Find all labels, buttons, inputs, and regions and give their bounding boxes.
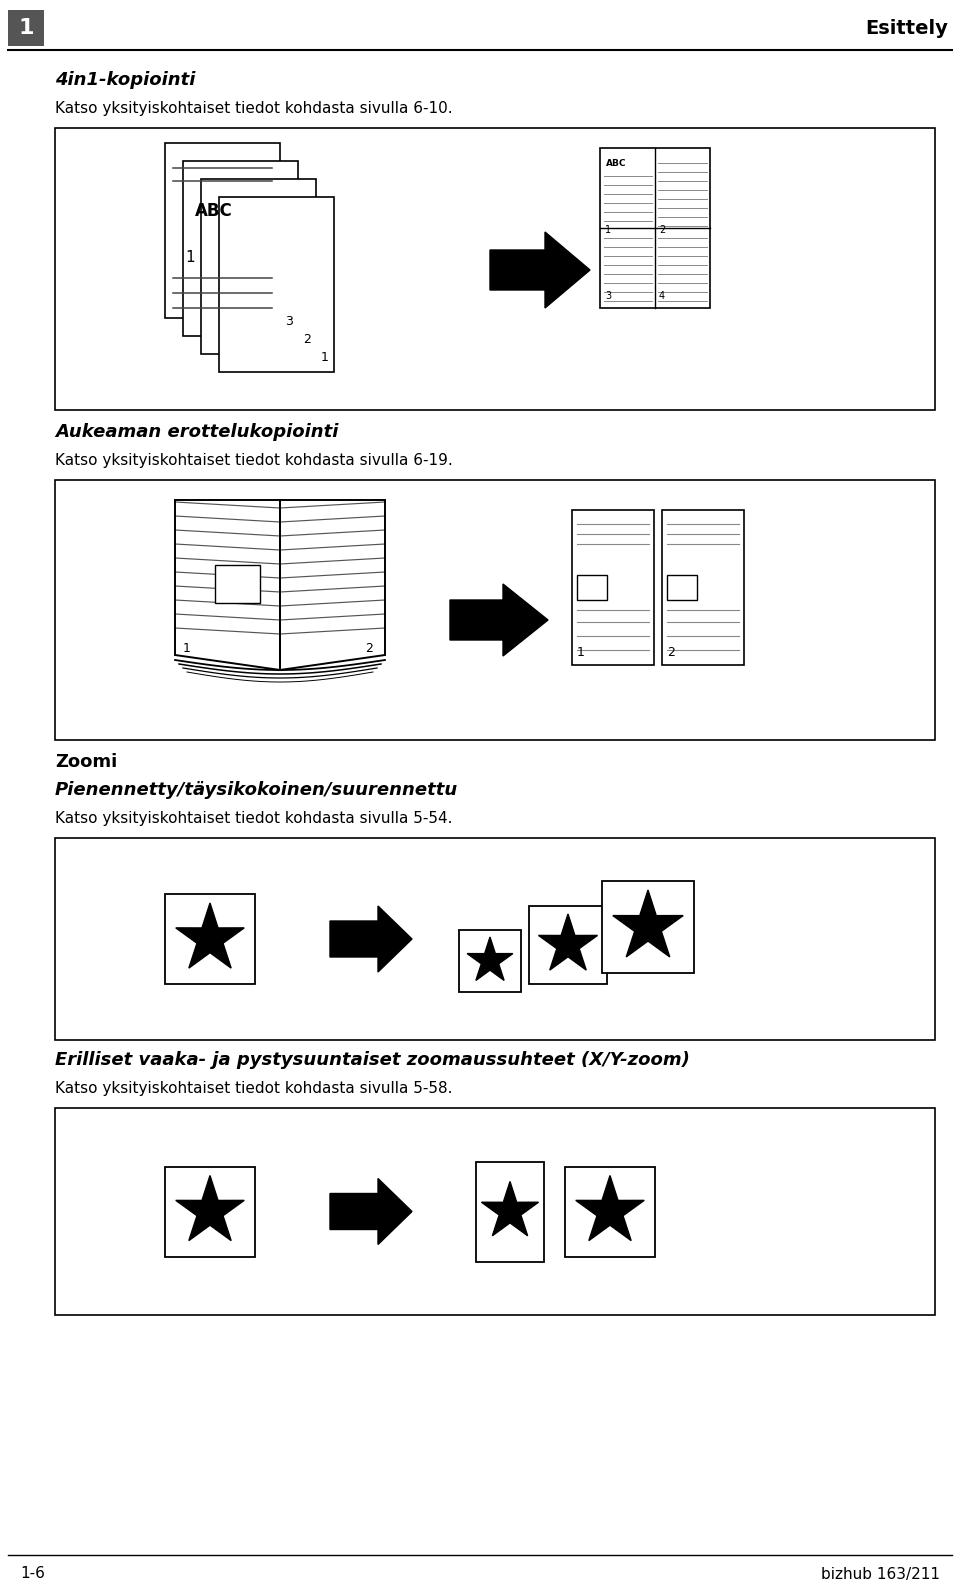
Text: 2: 2 <box>365 642 373 655</box>
Text: 1: 1 <box>183 642 191 655</box>
Bar <box>183 161 298 336</box>
Polygon shape <box>576 1176 644 1241</box>
Bar <box>165 143 280 319</box>
Polygon shape <box>612 890 684 957</box>
Text: 4: 4 <box>659 292 665 301</box>
Bar <box>165 1166 255 1257</box>
Text: Pienennetty/täysikokoinen/suurennettu: Pienennetty/täysikokoinen/suurennettu <box>55 781 458 800</box>
Text: Erilliset vaaka- ja pystysuuntaiset zoomaussuhteet (X/Y-zoom): Erilliset vaaka- ja pystysuuntaiset zoom… <box>55 1051 690 1069</box>
Polygon shape <box>176 903 244 969</box>
Text: 3: 3 <box>285 315 293 328</box>
Text: Esittely: Esittely <box>865 19 948 38</box>
Text: Zoomi: Zoomi <box>55 753 117 771</box>
Text: 1: 1 <box>322 350 329 363</box>
Polygon shape <box>482 1182 539 1236</box>
Text: 1-6: 1-6 <box>20 1566 45 1582</box>
Text: 4in1-kopiointi: 4in1-kopiointi <box>55 72 196 89</box>
Polygon shape <box>330 906 412 972</box>
Text: 2: 2 <box>667 647 675 660</box>
Text: ABC: ABC <box>195 202 232 220</box>
Text: 3: 3 <box>605 292 612 301</box>
Bar <box>602 881 694 973</box>
Polygon shape <box>176 1176 244 1241</box>
Text: bizhub 163/211: bizhub 163/211 <box>821 1566 940 1582</box>
Text: Katso yksityiskohtaiset tiedot kohdasta sivulla 5-54.: Katso yksityiskohtaiset tiedot kohdasta … <box>55 811 452 825</box>
Text: Katso yksityiskohtaiset tiedot kohdasta sivulla 6-10.: Katso yksityiskohtaiset tiedot kohdasta … <box>55 100 452 116</box>
Bar <box>565 1166 655 1257</box>
Text: 1: 1 <box>18 18 34 38</box>
Text: Katso yksityiskohtaiset tiedot kohdasta sivulla 5-58.: Katso yksityiskohtaiset tiedot kohdasta … <box>55 1080 452 1096</box>
Bar <box>572 510 654 664</box>
Bar <box>55 127 935 409</box>
Text: Aukeaman erottelukopiointi: Aukeaman erottelukopiointi <box>55 424 338 441</box>
Bar <box>529 906 607 984</box>
Bar <box>8 10 44 46</box>
Bar <box>219 198 334 373</box>
Bar <box>201 178 316 354</box>
Polygon shape <box>450 585 548 656</box>
Polygon shape <box>539 914 597 970</box>
Text: 2: 2 <box>303 333 311 346</box>
Text: 1: 1 <box>185 250 195 266</box>
Polygon shape <box>468 937 513 980</box>
Bar <box>215 566 260 604</box>
Text: Katso yksityiskohtaiset tiedot kohdasta sivulla 6-19.: Katso yksityiskohtaiset tiedot kohdasta … <box>55 452 453 467</box>
Bar <box>577 575 607 601</box>
Bar <box>459 930 521 992</box>
Bar <box>667 575 697 601</box>
Bar <box>165 894 255 984</box>
Bar <box>476 1161 544 1262</box>
Text: 2: 2 <box>659 225 665 236</box>
Polygon shape <box>490 233 590 307</box>
Text: ABC: ABC <box>606 158 627 167</box>
Bar <box>55 479 935 741</box>
Bar <box>55 1109 935 1314</box>
Bar <box>662 510 744 664</box>
Bar <box>600 148 710 307</box>
Text: 1: 1 <box>605 225 612 236</box>
Bar <box>55 838 935 1040</box>
Polygon shape <box>330 1179 412 1244</box>
Text: 1: 1 <box>577 647 585 660</box>
